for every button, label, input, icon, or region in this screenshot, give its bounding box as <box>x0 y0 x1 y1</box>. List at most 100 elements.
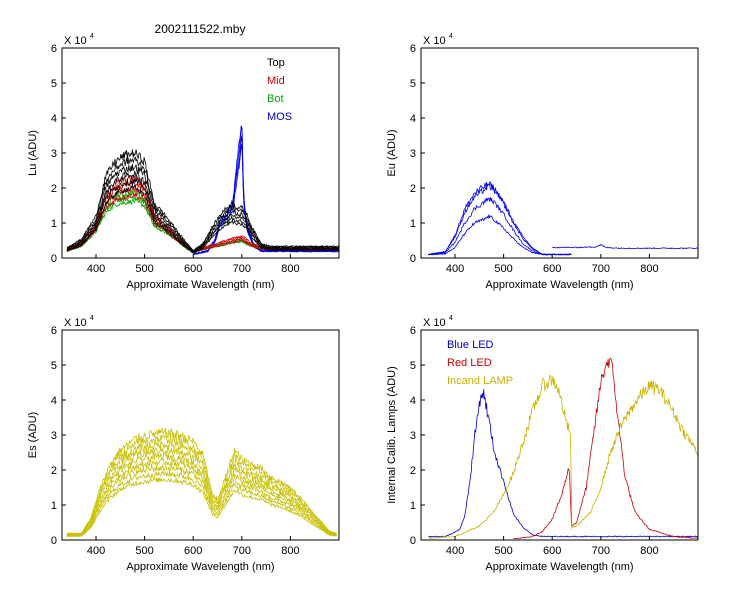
y-exponent-label: X 10 <box>423 35 446 47</box>
series-line-red-led-0 <box>513 357 698 540</box>
x-tick-label: 800 <box>640 545 658 557</box>
y-tick-label: 6 <box>51 325 57 337</box>
series-line-es-3 <box>66 457 337 536</box>
x-tick-label: 500 <box>494 263 512 275</box>
y-tick-label: 3 <box>410 148 416 160</box>
y-tick-label: 1 <box>410 218 416 230</box>
y-exponent-power: 4 <box>449 33 453 40</box>
x-tick-label: 700 <box>592 545 610 557</box>
series-line-es-1 <box>66 469 337 537</box>
series-line-top-1 <box>66 178 339 253</box>
plot-area <box>428 357 698 540</box>
series-line-es-4 <box>66 451 337 536</box>
x-tick-label: 600 <box>543 263 561 275</box>
x-tick-label: 400 <box>87 545 105 557</box>
x-tick-label: 800 <box>281 263 299 275</box>
series-line-mos-1 <box>193 135 339 256</box>
y-tick-label: 6 <box>51 43 57 55</box>
y-axis-label: Eu (ADU) <box>386 129 398 176</box>
legend: Blue LED Red LED Incand LAMP <box>447 339 513 387</box>
y-exponent-power: 4 <box>90 315 94 322</box>
series-line-top-2 <box>66 170 339 253</box>
x-tick-label: 700 <box>233 545 251 557</box>
y-tick-label: 5 <box>410 78 416 90</box>
y-tick-label: 3 <box>51 430 57 442</box>
y-tick-label: 0 <box>410 535 416 547</box>
plot-area <box>66 427 337 538</box>
y-axis-label: Es (ADU) <box>27 412 39 458</box>
y-tick-label: 2 <box>410 183 416 195</box>
legend-entry-blue-led: Blue LED <box>447 339 494 351</box>
x-tick-label: 400 <box>446 545 464 557</box>
series-line-es-5 <box>66 446 337 536</box>
x-axis-label: Approximate Wavelength (nm) <box>126 279 274 291</box>
y-axis-label: Internal Calib. Lamps (ADU) <box>386 366 398 504</box>
series-line-mos-3 <box>192 125 339 255</box>
y-tick-label: 6 <box>410 43 416 55</box>
x-tick-label: 800 <box>640 263 658 275</box>
y-tick-label: 5 <box>410 360 416 372</box>
x-tick-label: 700 <box>233 263 251 275</box>
y-tick-label: 0 <box>410 253 416 265</box>
y-tick-label: 4 <box>410 113 416 125</box>
series-line-es-8 <box>66 427 337 535</box>
y-tick-label: 6 <box>410 325 416 337</box>
series-line-eu4-0 <box>427 180 572 256</box>
legend-entry-red-led: Red LED <box>447 357 492 369</box>
y-tick-label: 0 <box>51 535 57 547</box>
x-tick-label: 500 <box>494 545 512 557</box>
x-tick-label: 600 <box>184 263 202 275</box>
axes-frame <box>61 47 340 259</box>
legend-entry-mid: Mid <box>267 75 285 87</box>
y-exponent-label: X 10 <box>423 317 446 329</box>
y-tick-label: 4 <box>410 395 416 407</box>
y-exponent-label: X 10 <box>64 317 87 329</box>
series-line-es-7 <box>66 434 337 535</box>
x-tick-label: 800 <box>281 545 299 557</box>
y-tick-label: 2 <box>410 465 416 477</box>
series-line-blue-led-0 <box>428 389 698 538</box>
series-line-top-5 <box>66 149 339 251</box>
legend-entry-incand-lamp: Incand LAMP <box>447 375 513 387</box>
y-tick-label: 4 <box>51 113 57 125</box>
plot-area <box>427 180 698 256</box>
y-tick-label: 3 <box>410 430 416 442</box>
x-tick-label: 600 <box>184 545 202 557</box>
legend-entry-mos: MOS <box>267 111 292 123</box>
plot-area <box>66 125 339 256</box>
series-line-eu-red-0 <box>552 243 698 250</box>
series-line-incand-lamp-0 <box>428 374 698 540</box>
x-tick-label: 500 <box>135 263 153 275</box>
y-tick-label: 1 <box>51 218 57 230</box>
series-line-top-0 <box>66 184 339 254</box>
y-exponent-label: X 10 <box>64 35 87 47</box>
y-tick-label: 4 <box>51 395 57 407</box>
y-axis-label: Lu (ADU) <box>27 130 39 176</box>
x-tick-label: 500 <box>135 545 153 557</box>
x-axis-label: Approximate Wavelength (nm) <box>126 561 274 573</box>
legend-entry-bot: Bot <box>267 93 284 105</box>
y-tick-label: 2 <box>51 183 57 195</box>
y-tick-label: 5 <box>51 360 57 372</box>
y-tick-label: 0 <box>51 253 57 265</box>
y-exponent-power: 4 <box>90 33 94 40</box>
x-tick-label: 600 <box>543 545 561 557</box>
y-tick-label: 3 <box>51 148 57 160</box>
x-axis-label: Approximate Wavelength (nm) <box>485 279 633 291</box>
y-tick-label: 5 <box>51 78 57 90</box>
series-line-eu2-0 <box>428 197 572 256</box>
x-tick-label: 400 <box>446 263 464 275</box>
series-line-es-0 <box>66 476 337 538</box>
axes-frame <box>61 329 340 541</box>
series-line-eu1-0 <box>428 214 572 256</box>
x-tick-label: 400 <box>87 263 105 275</box>
y-exponent-power: 4 <box>449 315 453 322</box>
series-line-mos-2 <box>193 125 339 256</box>
y-tick-label: 2 <box>51 465 57 477</box>
x-tick-label: 700 <box>592 263 610 275</box>
